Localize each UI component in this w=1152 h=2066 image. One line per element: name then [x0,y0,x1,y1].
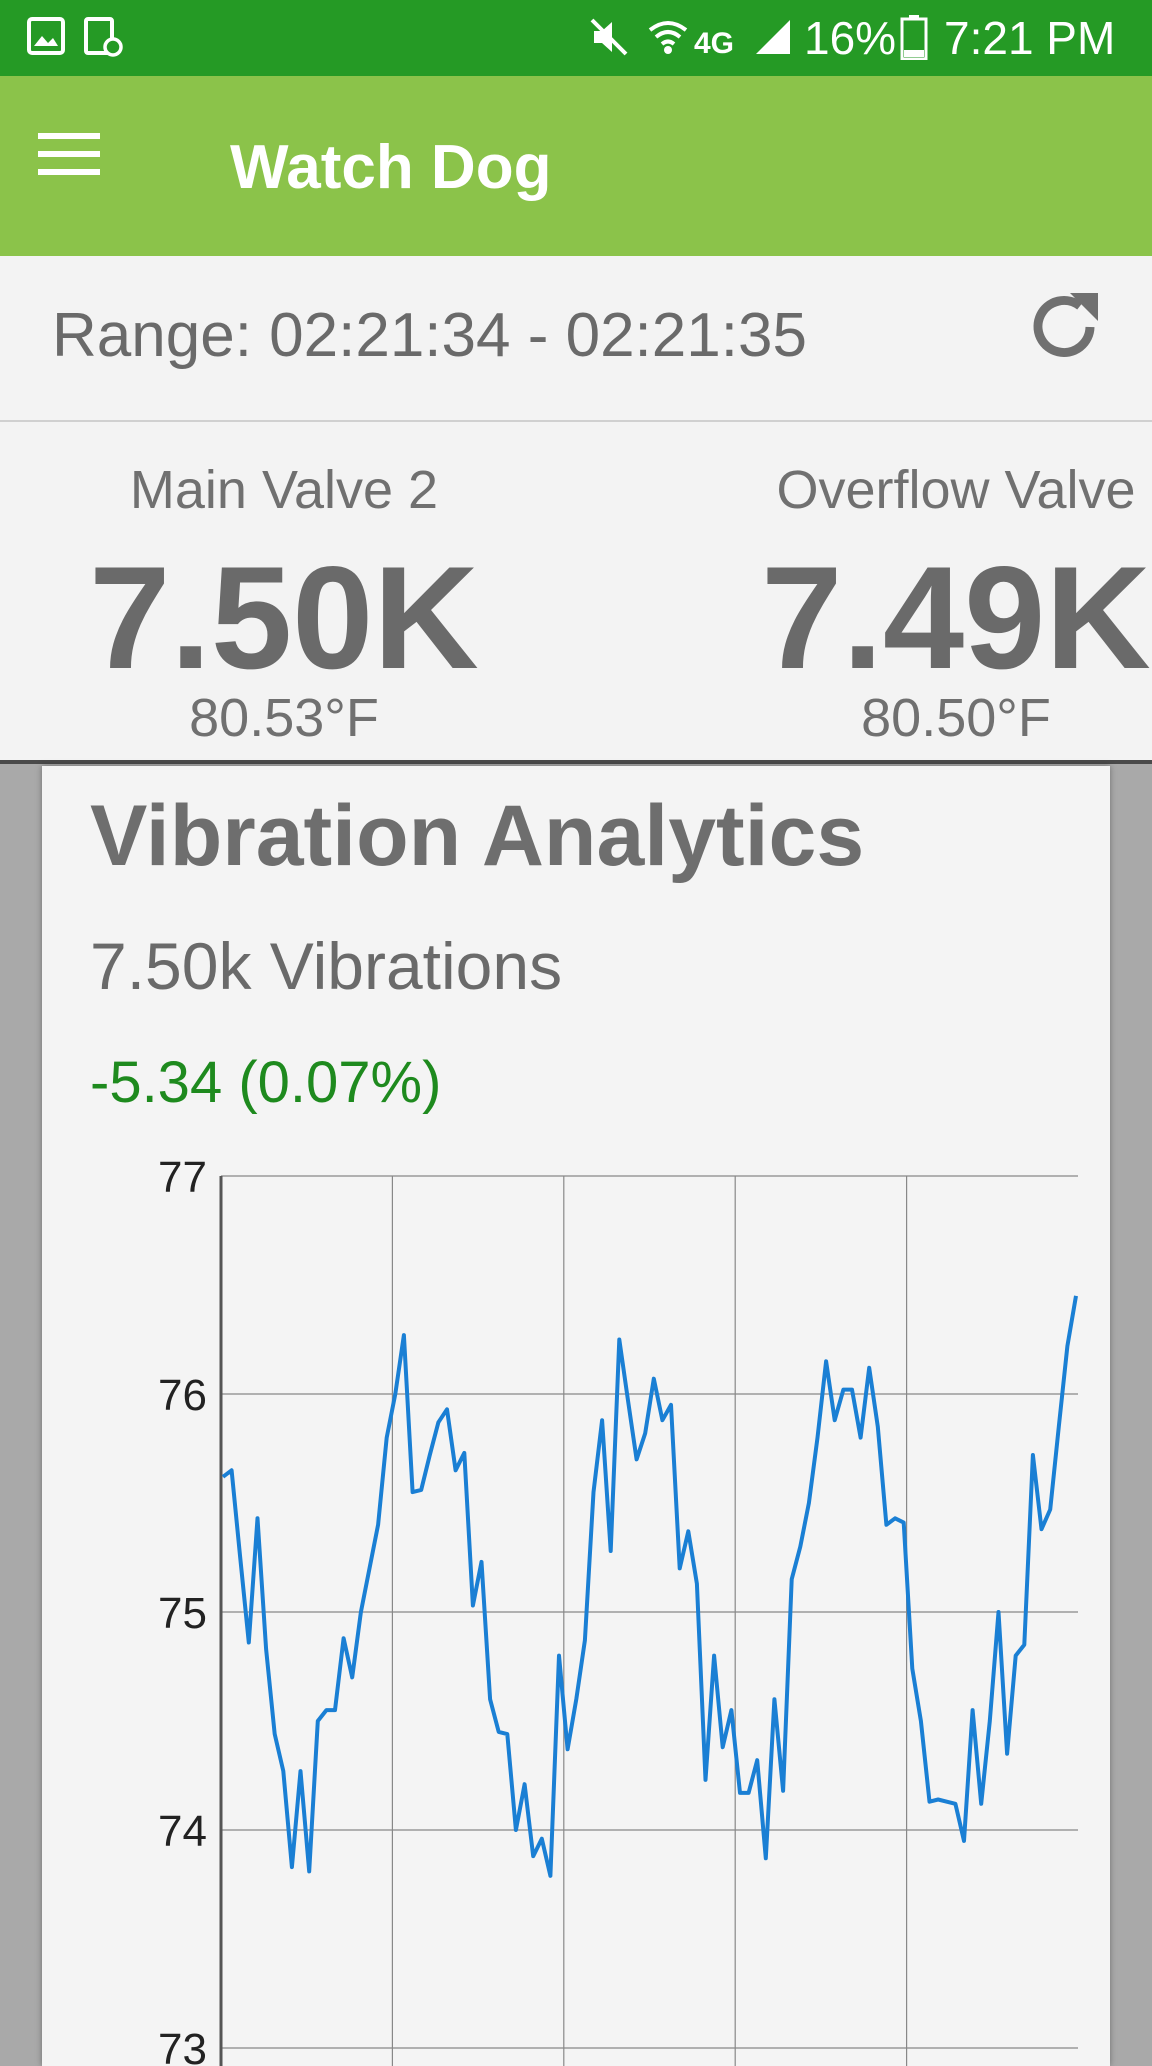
network-label: 4G [694,27,735,60]
battery-icon [900,15,928,60]
valve-temperature: 80.53°F [189,688,379,748]
gallery-icon [27,17,65,55]
y-tick-label: 73 [158,2025,207,2066]
signal-icon [756,20,790,54]
vibration-count: 7.50k Vibrations [90,929,563,1003]
y-tick-label: 75 [158,1589,207,1638]
valve-temperature: 80.50°F [861,688,1051,748]
wifi-icon [648,21,688,54]
range-bar: Range: 02:21:34 - 02:21:35 [0,256,1152,422]
status-bar: 4G 16% 7:21 PM [0,0,1152,76]
hamburger-menu-icon [38,133,100,175]
menu-button[interactable] [38,131,116,197]
valve-name: Overflow Valve [776,460,1136,520]
app-title: Watch Dog [230,133,552,202]
series-line [221,1295,1078,1878]
refresh-button[interactable] [1022,285,1106,369]
y-tick-label: 74 [158,1807,207,1856]
screen-rotation-icon [84,17,123,57]
valve-name: Main Valve 2 [129,460,439,520]
y-tick-label: 76 [158,1371,207,1420]
card-title: Vibration Analytics [90,788,865,884]
valve-value: 7.50K [89,536,479,699]
valve-summary: Main Valve 2 7.50K 80.53°F Overflow Valv… [0,422,1152,764]
battery-percent: 16% [804,12,897,64]
refresh-icon [1033,293,1098,357]
mute-icon [590,18,628,56]
range-text: Range: 02:21:34 - 02:21:35 [52,301,807,370]
vibration-delta: -5.34 (0.07%) [90,1050,442,1115]
valve-value: 7.49K [761,536,1151,699]
y-tick-label: 77 [158,1153,207,1202]
vibration-line-chart: 77 76 75 74 73 [158,1153,1078,2066]
clock: 7:21 PM [944,12,1116,64]
app-bar: Watch Dog [0,76,1152,256]
vibration-analytics-card: Vibration Analytics 7.50k Vibrations -5.… [42,766,1110,2066]
